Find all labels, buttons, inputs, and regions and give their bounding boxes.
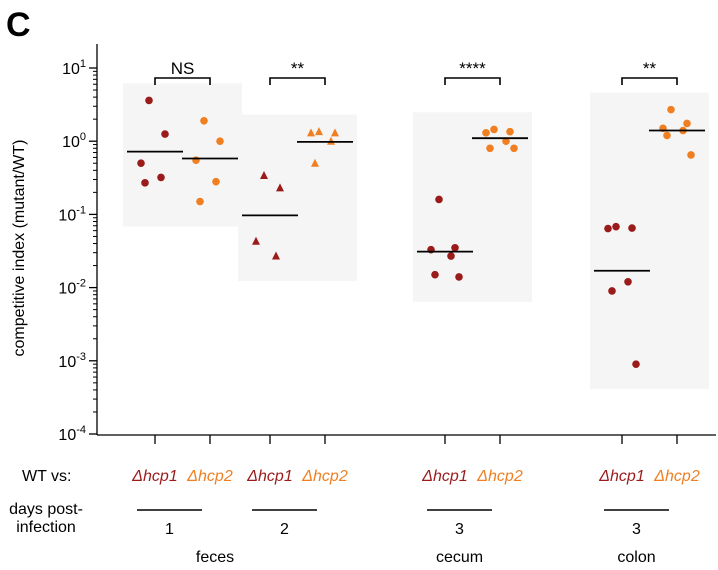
point-g8 bbox=[663, 131, 671, 140]
point-g2 bbox=[192, 156, 200, 165]
data-marks: NS ** **** ** bbox=[127, 59, 705, 368]
days-label-line2: infection bbox=[16, 519, 76, 536]
strain-label-g5: Δhcp1 bbox=[421, 468, 467, 485]
point-g4 bbox=[315, 127, 323, 136]
point-g8 bbox=[687, 151, 695, 159]
y-tick-label: 10-4 bbox=[58, 424, 86, 444]
point-g7 bbox=[628, 224, 636, 232]
y-tick-label: 10-3 bbox=[58, 351, 86, 371]
strain-label-g4: Δhcp2 bbox=[301, 468, 348, 485]
site-label-4: colon bbox=[617, 549, 655, 566]
sig-bracket-2 bbox=[269, 77, 326, 85]
y-tick-label: 10-1 bbox=[58, 204, 86, 224]
category-shading-1 bbox=[123, 83, 242, 227]
point-g6 bbox=[486, 144, 494, 153]
point-g6 bbox=[510, 144, 518, 153]
point-g6 bbox=[490, 125, 498, 134]
category-labels: WT vs: Δhcp1 Δhcp2 Δhcp1 Δhcp2 Δhcp1 Δhcp2 Δhcp… bbox=[9, 468, 700, 566]
point-g7 bbox=[624, 278, 632, 286]
background-shading bbox=[123, 83, 709, 390]
point-g6 bbox=[482, 129, 490, 137]
days-label-line1: days post- bbox=[9, 501, 83, 518]
point-g5 bbox=[451, 243, 459, 252]
strain-label-g7: Δhcp1 bbox=[598, 468, 644, 485]
point-g3 bbox=[276, 183, 284, 192]
sig-label-4: ** bbox=[643, 59, 657, 78]
point-g2 bbox=[196, 197, 204, 206]
y-tick-label: 101 bbox=[62, 58, 86, 78]
sig-bracket-3 bbox=[444, 77, 501, 85]
point-g1 bbox=[141, 179, 149, 187]
strain-label-g3: Δhcp1 bbox=[246, 468, 292, 485]
y-axis-label: competitive index (mutant/WT) bbox=[11, 140, 28, 357]
strain-label-g2: Δhcp2 bbox=[186, 468, 233, 485]
point-g3 bbox=[260, 170, 268, 179]
point-g4 bbox=[331, 128, 339, 137]
category-shading-4 bbox=[590, 92, 709, 390]
point-g7 bbox=[632, 360, 640, 368]
point-g7 bbox=[608, 287, 616, 295]
sig-label-2: ** bbox=[291, 59, 305, 78]
day-label-4: 3 bbox=[632, 521, 641, 538]
category-shading-3 bbox=[413, 112, 532, 302]
strain-label-g6: Δhcp2 bbox=[476, 468, 523, 485]
point-g3 bbox=[272, 251, 280, 260]
y-tick-label: 10-2 bbox=[58, 278, 86, 298]
y-tick-label: 100 bbox=[62, 131, 86, 151]
day-label-3: 3 bbox=[455, 521, 464, 538]
point-g5 bbox=[431, 270, 439, 279]
day-label-2: 2 bbox=[280, 521, 289, 538]
panel-label: C bbox=[6, 6, 31, 44]
point-g7 bbox=[612, 222, 620, 231]
day-label-1: 1 bbox=[165, 521, 174, 538]
point-g8 bbox=[683, 119, 691, 128]
point-g5 bbox=[447, 252, 455, 260]
row-label-wt-vs: WT vs: bbox=[22, 468, 71, 485]
point-g5 bbox=[435, 195, 443, 204]
point-g1 bbox=[157, 173, 165, 182]
point-g1 bbox=[137, 159, 145, 168]
point-g1 bbox=[145, 96, 153, 105]
site-label-3: cecum bbox=[436, 549, 483, 566]
point-g4 bbox=[311, 158, 319, 167]
point-g7 bbox=[604, 224, 612, 233]
category-shading-2 bbox=[238, 114, 357, 281]
point-g6 bbox=[502, 137, 510, 145]
site-label-1: feces bbox=[196, 549, 234, 566]
point-g2 bbox=[200, 116, 208, 125]
sig-label-3: **** bbox=[459, 59, 486, 78]
point-g1 bbox=[161, 130, 169, 138]
sig-bracket-4 bbox=[621, 77, 678, 85]
sig-label-1: NS bbox=[171, 59, 195, 78]
strain-label-g1: Δhcp1 bbox=[131, 468, 177, 485]
strain-label-g8: Δhcp2 bbox=[653, 468, 700, 485]
point-g2 bbox=[216, 137, 224, 145]
axes: 101 100 10-1 10-2 10-3 10-4 bbox=[58, 44, 716, 444]
point-g3 bbox=[252, 236, 260, 245]
point-g6 bbox=[506, 127, 514, 136]
point-g2 bbox=[212, 177, 220, 186]
point-g5 bbox=[455, 273, 463, 281]
sig-bracket-1 bbox=[154, 77, 211, 85]
point-g8 bbox=[667, 105, 675, 114]
point-g4 bbox=[307, 128, 315, 137]
